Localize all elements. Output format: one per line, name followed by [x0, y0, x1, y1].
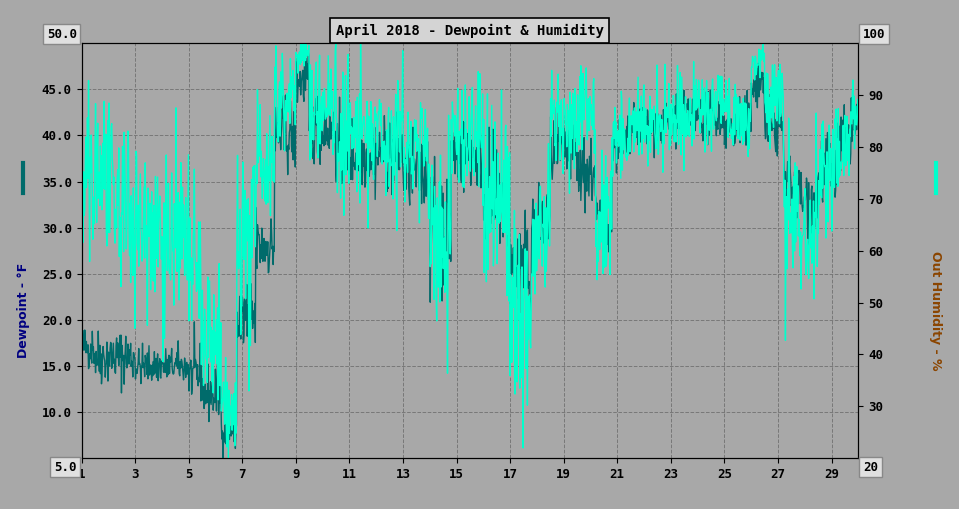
- Text: 50.0: 50.0: [47, 27, 77, 41]
- Text: 5.0: 5.0: [55, 461, 77, 474]
- Text: 100: 100: [863, 27, 885, 41]
- Text: Dewpoint - °F: Dewpoint - °F: [16, 263, 30, 358]
- Title: April 2018 - Dewpoint & Humidity: April 2018 - Dewpoint & Humidity: [336, 24, 604, 38]
- Text: 20: 20: [863, 461, 878, 474]
- Text: Out Humidity - %: Out Humidity - %: [929, 251, 942, 370]
